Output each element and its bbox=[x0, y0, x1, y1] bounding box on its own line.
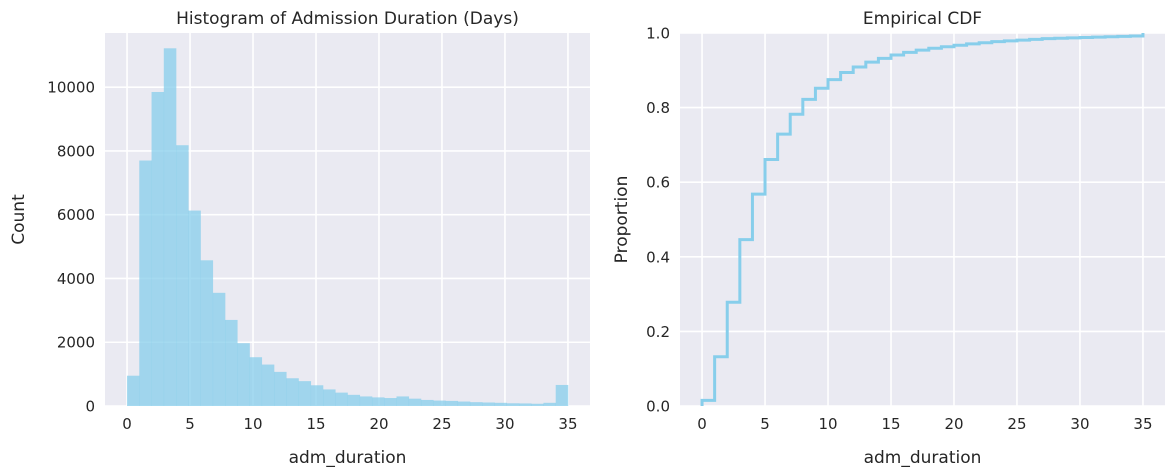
histogram-bar bbox=[371, 397, 385, 406]
x-tick-label: 20 bbox=[369, 415, 388, 433]
histogram-bar bbox=[225, 319, 238, 406]
histogram-bar bbox=[457, 401, 471, 406]
y-tick-label: 0.8 bbox=[646, 99, 670, 117]
histogram-bar bbox=[518, 403, 532, 406]
chart-title: Histogram of Admission Duration (Days) bbox=[176, 9, 519, 29]
histogram-bar bbox=[188, 210, 201, 406]
histogram-bar bbox=[237, 343, 250, 406]
x-tick-label: 30 bbox=[1070, 415, 1089, 433]
x-tick-labels: 0 5 10 15 20 25 30 35 bbox=[697, 415, 1152, 433]
histogram-bar bbox=[139, 160, 152, 406]
histogram-bar bbox=[310, 385, 324, 406]
x-axis-label: adm_duration bbox=[289, 448, 407, 468]
histogram-bar bbox=[200, 260, 214, 406]
x-tick-label: 0 bbox=[122, 415, 132, 433]
histogram-chart: 0 5 10 15 20 25 30 35 0 2000 4000 6000 8000 10000 Hist… bbox=[9, 9, 590, 468]
histogram-bar bbox=[323, 389, 336, 406]
x-tick-label: 15 bbox=[306, 415, 325, 433]
histogram-bar bbox=[445, 400, 459, 406]
x-tick-label: 5 bbox=[185, 415, 195, 433]
y-axis-label: Count bbox=[9, 194, 29, 245]
histogram-bar bbox=[396, 396, 410, 406]
y-tick-label: 1.0 bbox=[646, 25, 670, 43]
histogram-bar bbox=[494, 402, 508, 406]
histogram-bar bbox=[433, 400, 446, 406]
histogram-bar bbox=[286, 378, 299, 406]
y-tick-labels: 0 2000 4000 6000 8000 10000 bbox=[47, 79, 95, 416]
histogram-bar bbox=[469, 402, 483, 406]
histogram-bar bbox=[151, 91, 165, 406]
histogram-bar bbox=[335, 392, 348, 406]
histogram-bar bbox=[482, 402, 495, 406]
histogram-bar bbox=[506, 403, 520, 406]
chart-title: Empirical CDF bbox=[863, 9, 982, 29]
histogram-bar bbox=[531, 403, 544, 406]
histogram-bar bbox=[176, 145, 189, 406]
histogram-bar bbox=[261, 364, 275, 406]
histogram-bar bbox=[420, 399, 434, 406]
y-axis-label: Proportion bbox=[612, 176, 632, 264]
x-tick-label: 15 bbox=[881, 415, 900, 433]
y-tick-label: 0.4 bbox=[646, 248, 670, 266]
plot-background bbox=[680, 33, 1165, 406]
x-tick-label: 35 bbox=[558, 415, 577, 433]
histogram-bar bbox=[163, 48, 177, 407]
histogram-bar bbox=[249, 357, 263, 406]
histogram-bar bbox=[543, 402, 557, 406]
x-axis-label: adm_duration bbox=[864, 448, 982, 468]
histogram-bars bbox=[127, 48, 569, 407]
y-tick-label: 0.0 bbox=[646, 398, 670, 416]
grid-lines bbox=[680, 32, 1165, 407]
histogram-bar bbox=[408, 398, 422, 406]
y-tick-label: 0.2 bbox=[646, 323, 670, 341]
y-tick-label: 8000 bbox=[57, 142, 95, 160]
histogram-bar bbox=[212, 292, 226, 406]
histogram-bar bbox=[555, 384, 569, 406]
y-tick-labels: 0.0 0.2 0.4 0.6 0.8 1.0 bbox=[646, 25, 670, 416]
y-tick-label: 2000 bbox=[57, 334, 95, 352]
y-tick-label: 4000 bbox=[57, 270, 95, 288]
histogram-bar bbox=[274, 371, 287, 406]
x-tick-label: 25 bbox=[432, 415, 451, 433]
histogram-bar bbox=[359, 396, 373, 406]
x-tick-label: 10 bbox=[818, 415, 837, 433]
y-tick-label: 0.6 bbox=[646, 174, 670, 192]
histogram-bar bbox=[127, 375, 140, 406]
x-tick-label: 10 bbox=[243, 415, 262, 433]
y-tick-label: 10000 bbox=[47, 79, 95, 97]
y-tick-label: 6000 bbox=[57, 206, 95, 224]
x-tick-label: 30 bbox=[495, 415, 514, 433]
x-tick-labels: 0 5 10 15 20 25 30 35 bbox=[122, 415, 577, 433]
x-tick-label: 35 bbox=[1133, 415, 1152, 433]
histogram-bar bbox=[298, 381, 312, 406]
ecdf-chart: 0 5 10 15 20 25 30 35 0.0 0.2 0.4 0.6 0.8 1.0 Empirica… bbox=[612, 9, 1165, 468]
ecdf-line bbox=[700, 33, 1145, 406]
x-tick-label: 25 bbox=[1007, 415, 1026, 433]
y-tick-label: 0 bbox=[85, 398, 95, 416]
x-tick-label: 20 bbox=[944, 415, 963, 433]
x-tick-label: 0 bbox=[697, 415, 707, 433]
x-tick-label: 5 bbox=[760, 415, 770, 433]
histogram-bar bbox=[384, 398, 397, 406]
histogram-bar bbox=[347, 394, 361, 406]
